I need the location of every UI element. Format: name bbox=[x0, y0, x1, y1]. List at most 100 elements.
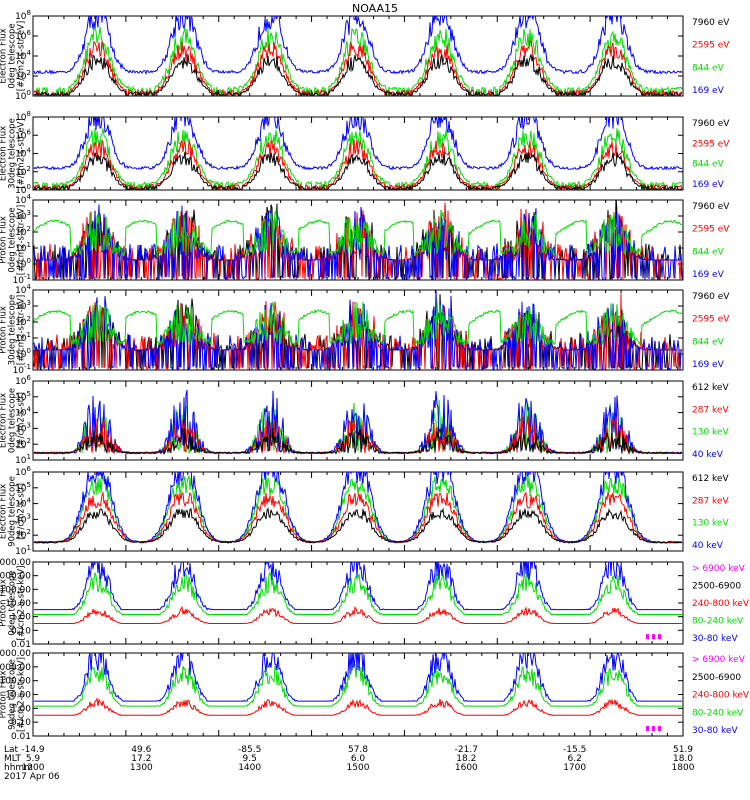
y-tick-label: 0.10 bbox=[11, 626, 31, 636]
legend-entry: > 6900 keV bbox=[692, 564, 746, 574]
data-traces bbox=[33, 16, 683, 96]
legend-entry: 2500-6900 bbox=[692, 582, 741, 592]
x-tick-lat: 57.8 bbox=[348, 745, 368, 755]
y-tick-label: 0.01 bbox=[11, 732, 31, 742]
x-tick-lat: -85.5 bbox=[238, 745, 261, 755]
marker-magenta bbox=[658, 634, 661, 640]
y-tick-label: 106 bbox=[15, 374, 31, 387]
trace-red bbox=[34, 697, 682, 716]
x-tick-mlt: 6.2 bbox=[568, 754, 582, 764]
x-tick-hhmm: 1400 bbox=[238, 763, 261, 773]
y-tick-label: 103 bbox=[15, 421, 31, 434]
y-tick-label: 100 bbox=[15, 89, 31, 102]
panel-7: 0.01 0.10 1.00 10.00 100.00 1000.00 10000.00ME… bbox=[0, 558, 750, 650]
panel-8: 0.01 0.10 1.00 10.00 100.00 1000.00 10000.00ME… bbox=[0, 649, 750, 742]
panel-1: 100 102 104 106 108TEDElectron Flux0deg tele… bbox=[0, 9, 730, 102]
y-tick-label: 0.01 bbox=[11, 640, 31, 650]
legend-entry: 844 eV bbox=[692, 160, 725, 170]
y-tick-label: 102 bbox=[15, 69, 31, 82]
data-traces bbox=[33, 117, 683, 190]
y-tick-label: 104 bbox=[15, 49, 31, 62]
legend-entry: 844 eV bbox=[692, 247, 725, 257]
y-tick-label: 102 bbox=[15, 225, 31, 238]
y-tick-label: 105 bbox=[15, 481, 31, 494]
y-tick-label: 103 bbox=[15, 299, 31, 312]
y-tick-label: 1000.00 bbox=[0, 572, 31, 582]
legend-entry: 612 keV bbox=[692, 383, 729, 393]
y-tick-label: 104 bbox=[15, 147, 31, 160]
data-traces bbox=[33, 472, 683, 544]
panel-6: 101 102 103 104 105 106MEPEDElectron Flux90de… bbox=[0, 465, 729, 557]
y-tick-label: 1.00 bbox=[11, 704, 31, 714]
y-tick-label: 101 bbox=[15, 331, 31, 344]
y-tick-label: 0.10 bbox=[11, 718, 31, 728]
y-tick-label: 103 bbox=[15, 512, 31, 525]
y-tick-label: 106 bbox=[15, 128, 31, 141]
y-tick-label: 106 bbox=[15, 465, 31, 478]
legend-entry: 169 eV bbox=[692, 86, 725, 96]
data-traces bbox=[34, 653, 682, 732]
legend-entry: 287 keV bbox=[692, 496, 729, 506]
panel-3: 10-1 100 101 102 103 104TEDProton Flux0deg te… bbox=[0, 193, 730, 286]
x-tick-lat: 49.6 bbox=[131, 745, 151, 755]
trace-green bbox=[33, 301, 683, 347]
x-tick-lat: 51.9 bbox=[673, 745, 693, 755]
marker-magenta bbox=[658, 726, 661, 732]
panel-frame bbox=[32, 652, 684, 737]
trace-red bbox=[34, 605, 682, 625]
y-axis-label: MEPEDProton Flux90deg telescope[#/cm2-s-… bbox=[0, 657, 27, 732]
panel-2: 100 102 104 106 108TEDElectron Flux30deg tel… bbox=[0, 110, 730, 196]
legend-entry: 240-800 keV bbox=[692, 691, 750, 701]
y-tick-label: 100 bbox=[15, 257, 31, 270]
trace-green bbox=[34, 661, 682, 707]
y-tick-label: 10.00 bbox=[5, 599, 31, 609]
legend-entry: 287 keV bbox=[692, 405, 729, 415]
date-label: 2017 Apr 06 bbox=[4, 772, 60, 782]
marker-magenta bbox=[652, 726, 655, 732]
trace-blue bbox=[33, 117, 683, 171]
trace-green bbox=[33, 209, 683, 257]
x-tick-lat: -15.5 bbox=[563, 745, 586, 755]
legend-entry: 169 eV bbox=[692, 180, 725, 190]
y-tick-label: 102 bbox=[15, 165, 31, 178]
x-tick-mlt: 9.5 bbox=[243, 754, 257, 764]
trace-green bbox=[34, 26, 683, 96]
y-tick-label: 100 bbox=[15, 347, 31, 360]
trace-black bbox=[33, 54, 683, 96]
y-axis-label: MEPEDProton Flux0deg telescope[#/cm2-s-s… bbox=[0, 566, 27, 641]
x-tick-hhmm: 1700 bbox=[563, 763, 586, 773]
y-axis-label: TEDElectron Flux0deg telescope[#/cm2-s-s… bbox=[0, 21, 27, 91]
y-tick-label: 101 bbox=[15, 453, 31, 466]
legend-entry: > 6900 keV bbox=[692, 655, 746, 665]
legend-entry: 844 eV bbox=[692, 337, 725, 347]
x-tick-hhmm: 1600 bbox=[455, 763, 478, 773]
y-tick-label: 10-1 bbox=[13, 363, 31, 376]
y-tick-label: 106 bbox=[15, 29, 31, 42]
y-tick-label: 1000.00 bbox=[0, 663, 31, 673]
y-tick-label: 10-1 bbox=[13, 273, 31, 286]
y-tick-label: 103 bbox=[15, 209, 31, 222]
legend-entry: 2595 eV bbox=[692, 139, 730, 149]
x-tick-mlt: 18.0 bbox=[673, 754, 693, 764]
legend-entry: 7960 eV bbox=[692, 292, 730, 302]
data-traces bbox=[34, 562, 682, 640]
chart-title: NOAA15 bbox=[351, 2, 399, 15]
x-tick-hhmm: 1500 bbox=[347, 763, 370, 773]
x-tick-mlt: 5.9 bbox=[26, 754, 41, 764]
legend-entry: 130 keV bbox=[692, 519, 729, 529]
legend-entry: 30-80 keV bbox=[692, 634, 738, 644]
legend-entry: 130 keV bbox=[692, 428, 729, 438]
x-row-label: Lat bbox=[4, 745, 19, 755]
y-tick-label: 10.00 bbox=[5, 691, 31, 701]
legend-entry: 2595 eV bbox=[692, 315, 730, 325]
x-tick-mlt: 17.2 bbox=[131, 754, 151, 764]
data-traces bbox=[33, 389, 683, 455]
y-tick-label: 108 bbox=[15, 110, 31, 123]
x-tick-hhmm: 1300 bbox=[130, 763, 153, 773]
y-tick-label: 102 bbox=[15, 315, 31, 328]
y-tick-label: 102 bbox=[15, 528, 31, 541]
y-tick-label: 104 bbox=[15, 497, 31, 510]
y-tick-label: 10000.00 bbox=[0, 558, 31, 568]
